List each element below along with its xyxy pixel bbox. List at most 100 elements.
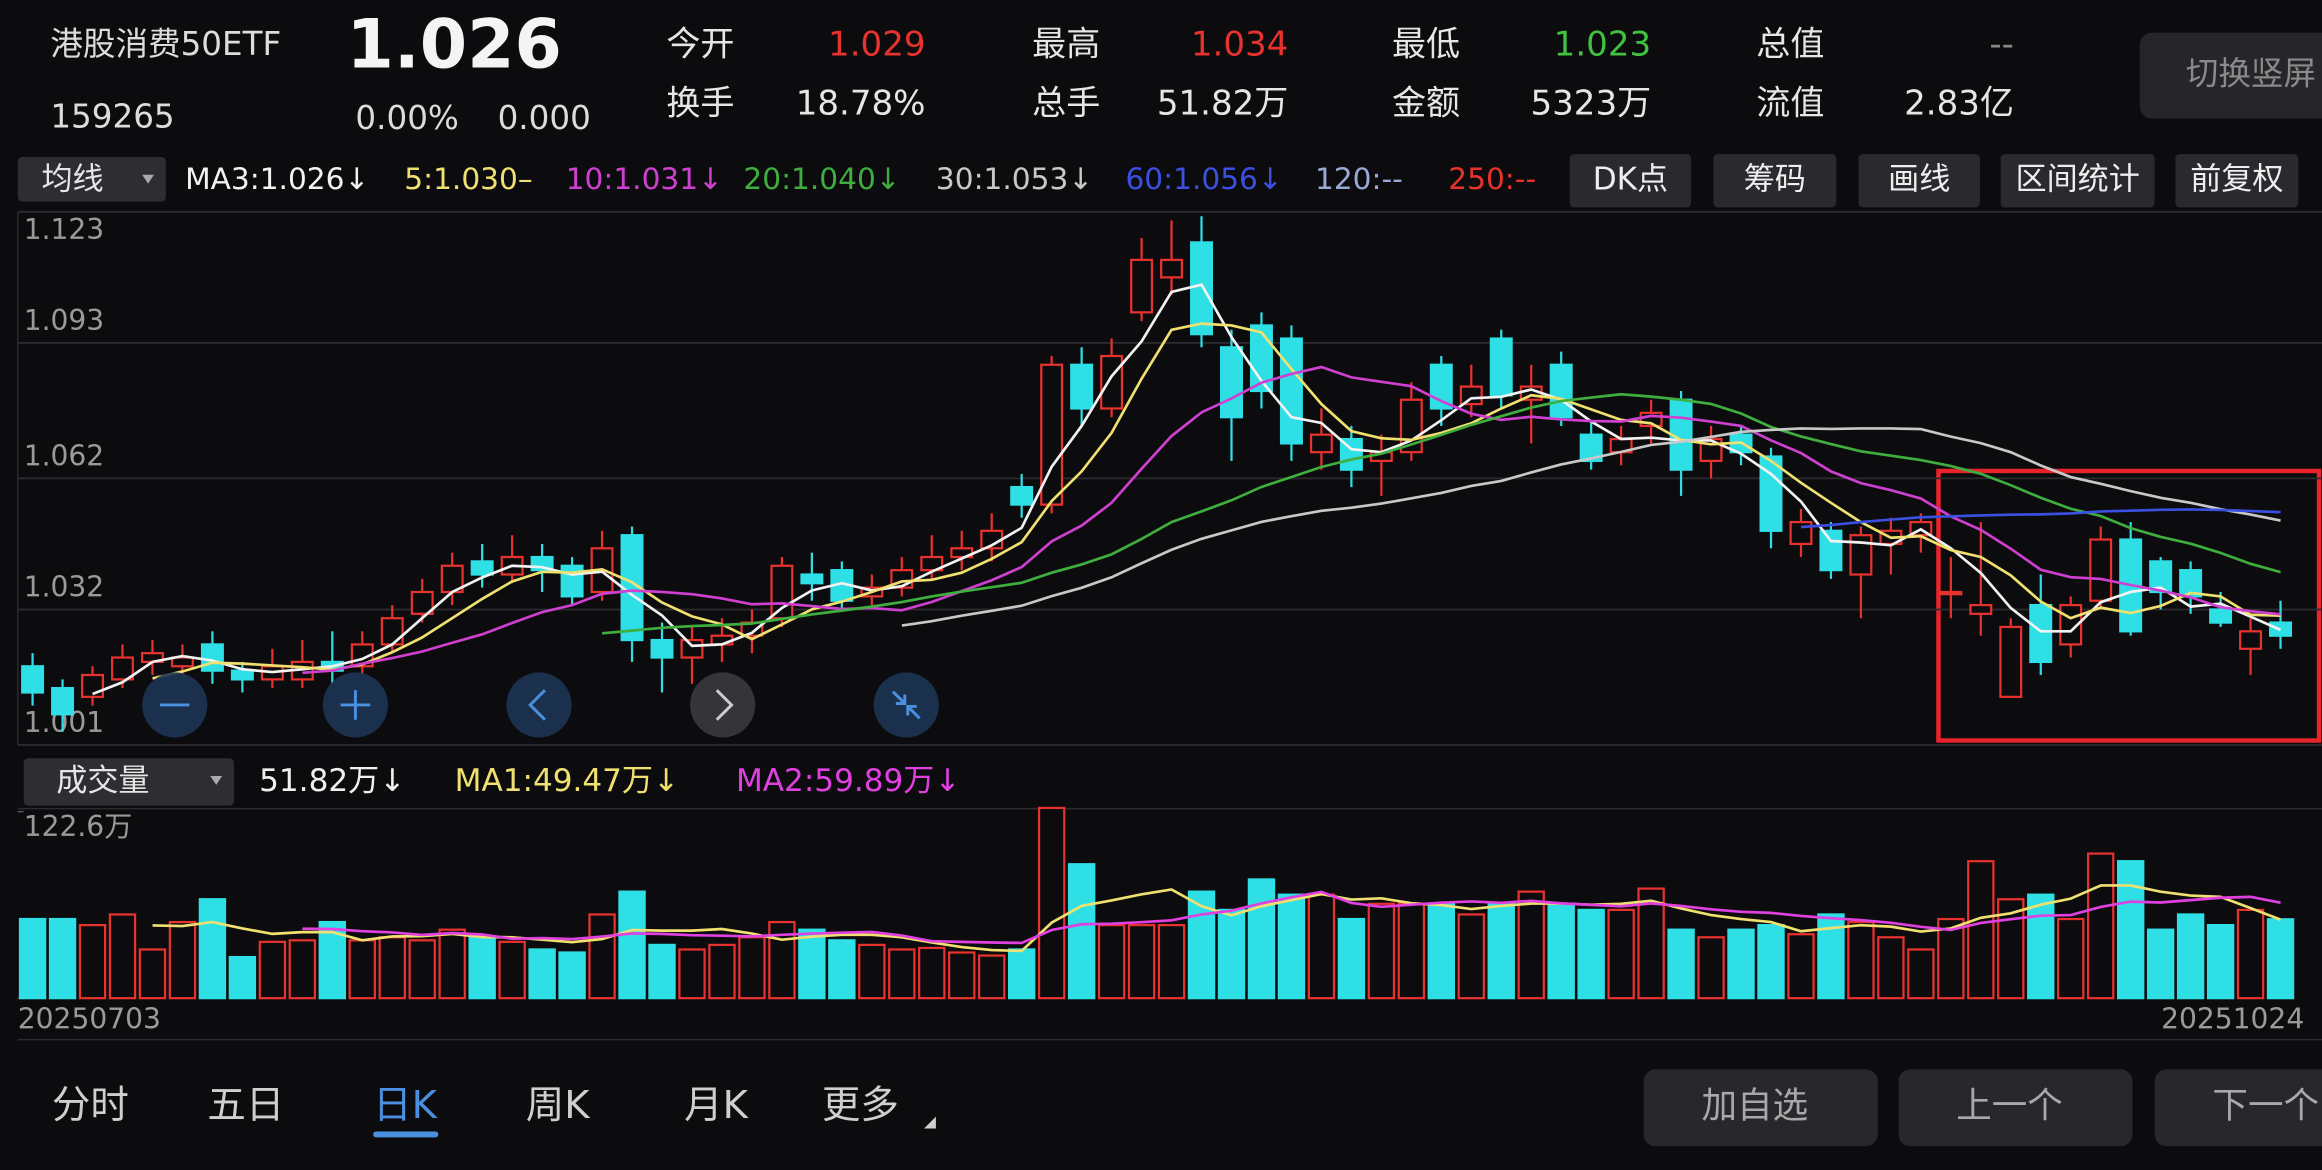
volume-bar (1127, 923, 1156, 1000)
nav-button-icon[interactable] (340, 690, 371, 720)
nav-button-icon[interactable] (528, 689, 547, 721)
ma-legend: MA1:49.47万↓ (455, 763, 679, 799)
nav-button[interactable] (506, 672, 572, 738)
nav-button[interactable] (142, 672, 208, 738)
volume-bar (918, 946, 946, 1000)
toolbar-button[interactable] (2000, 154, 2155, 208)
volume-ma-line (302, 890, 2281, 945)
volume-bar (1007, 948, 1036, 1000)
toolbar-button-label[interactable]: 前复权 (2190, 162, 2283, 198)
volume-bar (1517, 890, 1545, 1000)
period-tab[interactable]: 分时 (52, 1083, 129, 1128)
period-tab[interactable]: 日K (373, 1083, 439, 1128)
candle-body (1040, 363, 1064, 506)
candle-body (560, 564, 584, 598)
volume-bar (1637, 887, 1665, 1000)
volume-bar (1757, 923, 1785, 1000)
action-button-label[interactable]: 加自选 (1702, 1086, 1809, 1127)
stat-value: 5323万 (1530, 84, 1651, 124)
change-pct: 0.00% (355, 99, 458, 137)
y-tick-label: 1.123 (24, 213, 105, 246)
ma-line (602, 392, 2281, 635)
period-tab[interactable]: 更多 (822, 1083, 899, 1128)
toolbar-button[interactable] (1569, 154, 1692, 208)
volume-bar (978, 954, 1006, 1000)
volume-bar (258, 940, 287, 1000)
volume-select-label[interactable]: 成交量 (56, 763, 149, 799)
stat-label: 换手 (666, 84, 734, 124)
candle-body (2209, 608, 2233, 624)
volume-bar (1967, 860, 1995, 1000)
nav-button-circle[interactable] (506, 672, 572, 738)
nav-button[interactable] (322, 672, 388, 738)
candle-body (111, 656, 134, 681)
period-tab[interactable]: 周K (526, 1083, 592, 1128)
stat-label: 最高 (1032, 24, 1100, 64)
volume-bar (1787, 933, 1815, 1000)
stat-label: 总值 (1756, 24, 1824, 64)
toolbar-button-label[interactable]: 筹码 (1744, 162, 1806, 198)
candle-body (51, 687, 75, 716)
toolbar-button-label[interactable]: 区间统计 (2016, 162, 2140, 198)
nav-button-circle[interactable] (690, 672, 756, 738)
action-button-label[interactable]: 上一个 (1956, 1086, 2063, 1127)
volume-bar (948, 951, 976, 1000)
action-button-label[interactable]: 下一个 (2212, 1086, 2319, 1127)
volume-bar (1487, 902, 1515, 1000)
period-tab[interactable]: 五日 (207, 1083, 284, 1128)
volume-bar (168, 920, 197, 1000)
candle-body (410, 590, 434, 615)
stat-value: 51.82万 (1157, 84, 1289, 124)
volume-select[interactable] (23, 758, 234, 806)
nav-button-circle[interactable] (873, 672, 939, 738)
toolbar-button[interactable] (1713, 154, 1837, 208)
volume-bar (1697, 936, 1725, 1000)
x-tick-label: 20250703 (18, 1002, 161, 1035)
candle-body (1819, 529, 1843, 572)
period-tab[interactable]: 月K (684, 1083, 750, 1128)
toolbar-button-label[interactable]: DK点 (1593, 162, 1668, 198)
toolbar-button[interactable] (1858, 154, 1980, 208)
volume-bar (498, 940, 526, 1000)
volume-bar (1217, 908, 1246, 1000)
nav-button-icon[interactable] (891, 690, 921, 720)
volume-bar (1397, 902, 1426, 1000)
volume-bar (1727, 928, 1755, 1000)
action-button[interactable] (1898, 1069, 2133, 1147)
y-tick-label: 1.062 (24, 440, 105, 473)
nav-button[interactable] (690, 672, 756, 738)
candle-body (200, 643, 224, 672)
volume-bar (708, 943, 736, 1000)
volume-bar (738, 936, 766, 1000)
nav-button[interactable] (873, 672, 939, 738)
toolbar-button-label[interactable]: 画线 (1888, 162, 1950, 198)
toolbar-button[interactable] (2175, 154, 2299, 208)
volume-bar (48, 917, 77, 1000)
volume-bar (408, 939, 436, 1000)
y-tick-label: 122.6万 (24, 810, 133, 843)
volume-bar (1427, 902, 1455, 1000)
volume-bar (1877, 936, 1905, 1000)
indicator-select[interactable] (17, 157, 166, 202)
nav-button-icon[interactable] (715, 689, 734, 721)
action-button[interactable] (2154, 1069, 2322, 1147)
candle-body (380, 617, 404, 646)
stat-label: 金额 (1392, 84, 1460, 124)
volume-bar (648, 943, 676, 1000)
stat-label: 总手 (1032, 84, 1100, 124)
switch-button-label[interactable]: 切换竖屏 (2186, 55, 2316, 93)
candle-body (800, 573, 824, 585)
stat-label: 流值 (1756, 84, 1824, 124)
indicator-select-label[interactable]: 均线 (41, 162, 103, 198)
ma-legend: 20:1.040↓ (743, 162, 900, 196)
switch-button[interactable] (2139, 32, 2322, 119)
y-tick-label: 1.093 (24, 304, 105, 337)
candle-body (1459, 385, 1483, 406)
stat-value: 1.023 (1554, 24, 1651, 64)
volume-bar (108, 913, 137, 1000)
action-button[interactable] (1643, 1069, 1878, 1147)
fund-code: 159265 (50, 98, 174, 136)
y-tick-label: 1.032 (24, 571, 105, 604)
ma-line (152, 322, 2281, 680)
